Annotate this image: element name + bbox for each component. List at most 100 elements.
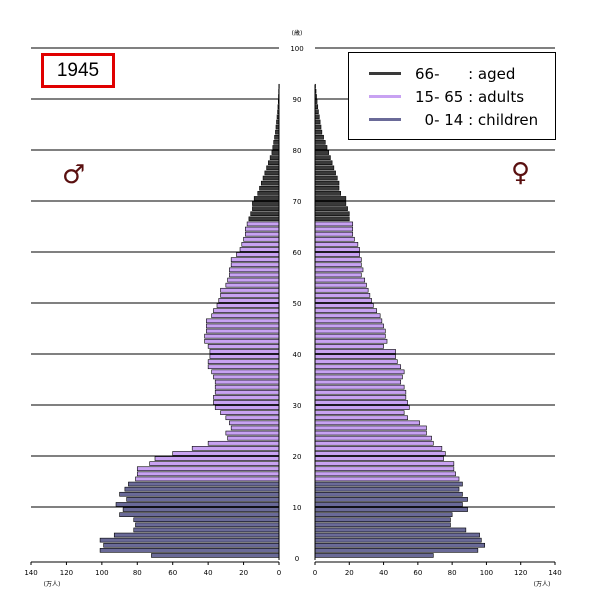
age-tick-label-0: 0 <box>295 555 299 563</box>
female-bar-age-57 <box>314 262 362 268</box>
female-x-tick-label-40: 40 <box>379 569 388 577</box>
male-bar-age-63 <box>245 231 280 237</box>
female-bar-age-87 <box>314 109 319 115</box>
female-bar-age-66 <box>314 216 350 222</box>
male-bar-age-9 <box>122 507 280 512</box>
male-bar-age-54 <box>227 277 280 283</box>
female-bar-age-50 <box>314 298 372 303</box>
male-bar-age-24 <box>225 430 280 436</box>
male-bar-age-1 <box>99 548 280 553</box>
male-bar-age-29 <box>214 405 280 410</box>
male-x-tick-label-80: 80 <box>133 569 142 577</box>
male-bar-age-57 <box>230 262 280 268</box>
female-bar-age-71 <box>314 191 342 196</box>
female-bar-age-30 <box>314 400 408 405</box>
female-bar-age-63 <box>314 231 354 237</box>
male-bar-age-47 <box>211 313 280 319</box>
male-bar-age-21 <box>191 446 280 451</box>
male-bar-age-43 <box>204 333 280 339</box>
female-bar-age-56 <box>314 267 364 273</box>
age-tick-label-60: 60 <box>293 249 302 257</box>
female-bar-age-42 <box>314 338 388 344</box>
male-bar-age-13 <box>124 486 280 492</box>
female-bar-age-61 <box>314 242 359 247</box>
age-unit-label: (歳) <box>292 29 303 37</box>
female-bar-age-6 <box>314 522 451 528</box>
male-bar-age-60 <box>239 247 280 252</box>
male-bar-age-10 <box>115 502 280 507</box>
female-bar-age-13 <box>314 486 460 492</box>
female-bar-age-22 <box>314 440 434 446</box>
age-tick-label-80: 80 <box>293 147 302 155</box>
male-bar-age-44 <box>206 328 280 334</box>
male-bar-age-80 <box>272 145 280 150</box>
age-tick-labels: 0 10 20 30 40 50 60 70 80 90 100 <box>290 45 303 563</box>
female-bar-age-83 <box>314 129 323 135</box>
female-bar-age-70 <box>314 196 347 201</box>
male-bar-age-39 <box>209 354 280 359</box>
female-bar-age-78 <box>314 155 331 160</box>
population-unit-label-female: (万人) <box>534 581 551 588</box>
male-bar-age-65 <box>246 221 280 227</box>
female-bar-age-38 <box>314 359 398 364</box>
female-bar-age-65 <box>314 221 354 227</box>
male-bar-age-82 <box>274 134 280 140</box>
male-bar-age-18 <box>149 461 280 466</box>
male-bar-age-32 <box>214 389 280 395</box>
male-bar-age-72 <box>259 185 280 191</box>
male-bar-age-15 <box>135 476 280 482</box>
male-x-tick-label-0: 0 <box>277 569 281 577</box>
female-bar-age-29 <box>314 405 410 410</box>
female-x-tick-label-80: 80 <box>448 569 457 577</box>
female-bar-age-49 <box>314 303 374 308</box>
male-bar-age-71 <box>257 191 280 196</box>
male-bar-age-14 <box>128 481 280 487</box>
male-bar-age-81 <box>273 140 280 145</box>
female-bar-age-74 <box>314 175 338 181</box>
female-bar-age-21 <box>314 446 443 451</box>
female-bar-age-68 <box>314 206 348 211</box>
male-bar-age-42 <box>204 338 280 344</box>
female-bar-age-48 <box>314 308 378 313</box>
axes <box>31 85 555 563</box>
female-bar-age-45 <box>314 323 384 329</box>
female-bar-age-37 <box>314 364 402 370</box>
female-bar-age-25 <box>314 425 427 431</box>
legend-item-aged: 66- : aged <box>349 63 555 85</box>
male-bar-age-8 <box>119 512 280 517</box>
male-bar-age-0 <box>151 553 280 558</box>
female-bar-age-40 <box>314 349 396 354</box>
male-bar-age-45 <box>206 323 280 329</box>
male-bar-age-74 <box>262 175 280 181</box>
male-bar-age-67 <box>250 211 280 217</box>
legend-label-aged: 66- : aged <box>415 65 516 83</box>
male-bar-age-25 <box>230 425 280 431</box>
female-bar-age-26 <box>314 420 420 426</box>
female-bar-age-84 <box>314 124 322 130</box>
legend-swatch-adults <box>369 95 401 98</box>
male-bar-age-34 <box>214 379 280 385</box>
female-bar-age-27 <box>314 415 408 421</box>
male-bar-age-46 <box>206 318 280 324</box>
female-bar-age-24 <box>314 430 427 436</box>
female-x-tick-label-100: 100 <box>480 569 493 577</box>
male-bar-age-68 <box>252 206 280 211</box>
female-bar-age-58 <box>314 257 362 262</box>
female-bar-age-64 <box>314 226 354 232</box>
female-bar-age-54 <box>314 277 366 283</box>
female-bar-age-5 <box>314 527 467 533</box>
male-bar-age-52 <box>220 287 280 293</box>
male-bar-age-2 <box>103 542 280 548</box>
male-x-tick-label-40: 40 <box>204 569 213 577</box>
legend-swatch-aged <box>369 72 401 75</box>
male-bar-age-48 <box>213 308 280 313</box>
female-bar-age-79 <box>314 150 330 155</box>
legend-swatch-children <box>369 118 401 121</box>
male-bar-age-58 <box>230 257 280 262</box>
female-bar-age-53 <box>314 282 367 288</box>
male-bar-age-31 <box>213 395 280 400</box>
female-bar-age-47 <box>314 313 381 319</box>
age-tick-label-70: 70 <box>293 198 302 206</box>
female-bar-age-7 <box>314 517 451 523</box>
female-x-tick-label-20: 20 <box>345 569 354 577</box>
